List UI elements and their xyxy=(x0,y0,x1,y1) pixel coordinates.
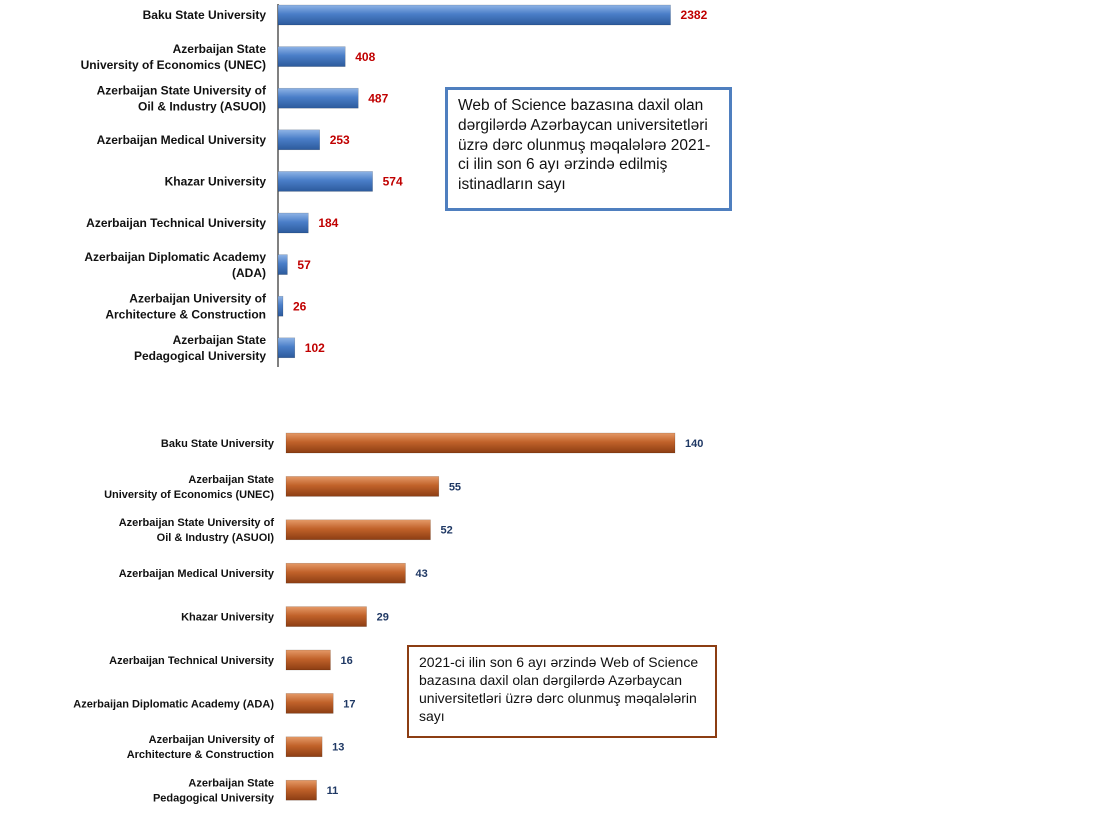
articles-bar xyxy=(285,736,323,758)
articles-value-label: 55 xyxy=(449,481,461,493)
articles-category-label: Azerbaijan Diplomatic Academy (ADA) xyxy=(73,698,274,710)
citations-note-box: Web of Science bazasına daxil olan dərgi… xyxy=(445,87,732,211)
articles-value-label: 43 xyxy=(415,568,427,580)
articles-bar xyxy=(285,779,317,801)
articles-category-label: Azerbaijan State University of Economics … xyxy=(104,474,274,501)
citations-bar xyxy=(277,4,671,26)
citations-bar xyxy=(277,87,359,109)
citations-bar xyxy=(277,254,288,275)
articles-bar-chart: Baku State University 140 Azerbaijan State… xyxy=(73,432,703,805)
citations-bar xyxy=(277,129,320,151)
articles-category-label: Baku State University xyxy=(161,438,275,450)
citations-value-label: 253 xyxy=(330,133,350,147)
articles-category-label: Azerbaijan State University of Oil & Indu… xyxy=(119,517,275,544)
articles-category-label: Azerbaijan State Pedagogical University xyxy=(153,778,275,805)
citations-bar xyxy=(277,212,309,234)
citations-bar xyxy=(277,337,296,359)
articles-bar xyxy=(285,649,331,671)
articles-category-label: Azerbaijan Medical University xyxy=(119,568,275,580)
citations-category-label: Azerbaijan Technical University xyxy=(86,216,266,230)
citations-value-label: 487 xyxy=(368,91,388,105)
citations-bar xyxy=(277,171,373,192)
citations-category-label: Azerbaijan Medical University xyxy=(97,133,267,147)
citations-value-label: 26 xyxy=(293,299,307,313)
articles-note-text: 2021-ci ilin son 6 ayı ərzində Web of Sc… xyxy=(419,654,699,724)
articles-bar xyxy=(285,693,334,714)
articles-value-label: 52 xyxy=(440,525,452,537)
articles-bar xyxy=(285,476,440,497)
articles-category-label: Azerbaijan University of Architecture & C… xyxy=(127,734,275,761)
articles-bar xyxy=(285,519,431,541)
articles-category-label: Khazar University xyxy=(181,611,275,623)
articles-category-label: Azerbaijan Technical University xyxy=(109,655,275,667)
articles-value-label: 140 xyxy=(685,438,703,450)
articles-value-label: 29 xyxy=(377,611,389,623)
citations-category-label: Azerbaijan Diplomatic Academy (ADA) xyxy=(84,250,266,280)
citations-category-label: Azerbaijan State University of Oil & Indu… xyxy=(97,83,267,113)
articles-value-label: 17 xyxy=(343,698,355,710)
citations-value-label: 574 xyxy=(383,175,403,189)
citations-bar xyxy=(277,295,284,317)
articles-note-box: 2021-ci ilin son 6 ayı ərzində Web of Sc… xyxy=(407,645,717,738)
citations-category-label: Azerbaijan University of Architecture & C… xyxy=(105,291,267,321)
articles-value-label: 11 xyxy=(327,785,339,797)
citations-category-label: Khazar University xyxy=(165,175,267,189)
citations-value-label: 184 xyxy=(318,216,338,230)
articles-value-label: 13 xyxy=(332,742,344,754)
articles-value-label: 16 xyxy=(340,655,352,667)
citations-value-label: 2382 xyxy=(681,8,708,22)
citations-bar-chart: Baku State University 2382 Azerbaijan Stat… xyxy=(81,4,708,367)
articles-bar xyxy=(285,606,367,627)
citations-bar xyxy=(277,46,346,67)
citations-value-label: 102 xyxy=(305,341,325,355)
citations-category-label: Azerbaijan State Pedagogical University xyxy=(134,333,266,363)
citations-category-label: Baku State University xyxy=(143,8,267,22)
citations-category-label: Azerbaijan State University of Economics … xyxy=(81,42,267,72)
citations-note-text: Web of Science bazasına daxil olan dərgi… xyxy=(458,97,711,194)
citations-value-label: 408 xyxy=(355,50,375,64)
articles-bar xyxy=(285,432,676,454)
citations-value-label: 57 xyxy=(297,258,311,272)
articles-bar xyxy=(285,562,406,584)
